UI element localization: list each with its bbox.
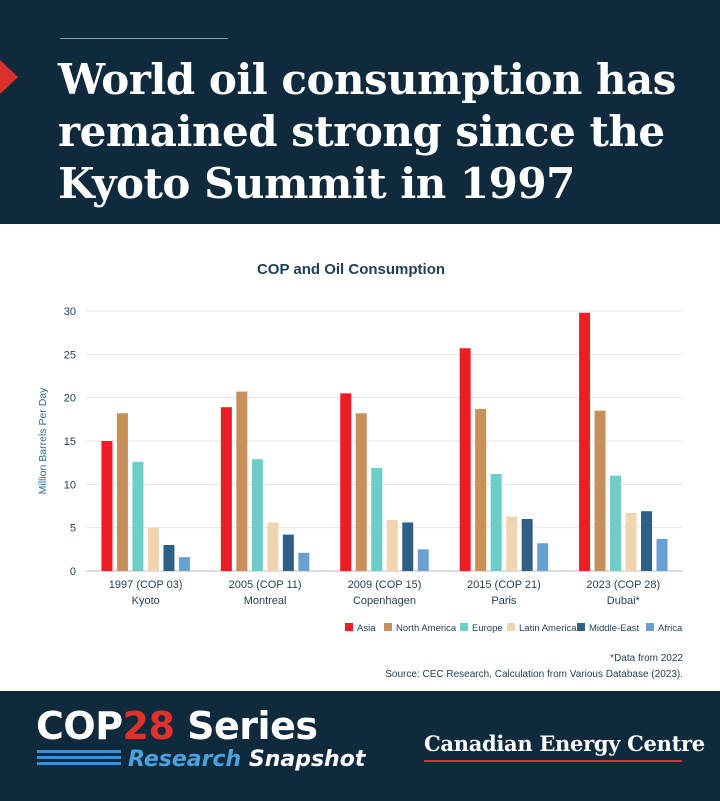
brand-name: Canadian Energy Centre	[424, 731, 705, 756]
footnote: *Data from 2022	[610, 653, 683, 664]
bar	[298, 552, 310, 571]
bar	[236, 391, 248, 571]
bar	[625, 512, 637, 571]
snapshot-text: Snapshot	[241, 747, 366, 772]
bar	[417, 549, 429, 571]
bar	[594, 410, 606, 571]
x-tick-label: 2023 (COP 28)	[586, 579, 660, 591]
legend-swatch	[384, 623, 392, 631]
x-tick-label: 2009 (COP 15)	[348, 579, 422, 591]
bar	[579, 312, 591, 571]
bar	[340, 393, 352, 571]
logo-series-text: Series	[174, 704, 318, 748]
bar	[475, 408, 487, 571]
source-note: Source: CEC Research, Calculation from V…	[385, 669, 683, 680]
bar	[386, 519, 398, 571]
cop28-series-logo: COP28 Series	[36, 704, 318, 748]
x-tick-sublabel: Dubai*	[607, 595, 641, 607]
x-tick-sublabel: Copenhagen	[353, 595, 416, 607]
x-tick-sublabel: Paris	[491, 595, 517, 607]
bar	[656, 538, 668, 571]
bar	[101, 441, 113, 571]
logo-28-text: 28	[122, 704, 175, 748]
chart-title: COP and Oil Consumption	[257, 261, 445, 278]
legend-label: Europe	[472, 623, 503, 634]
bar	[132, 461, 144, 571]
bar	[267, 522, 279, 571]
legend-swatch	[646, 623, 654, 631]
y-tick-label: 5	[70, 523, 76, 535]
header-rule	[60, 38, 228, 39]
bar	[490, 473, 502, 571]
legend-label: Latin America	[519, 623, 577, 634]
y-tick-label: 10	[64, 479, 76, 491]
y-axis-label: Million Barrels Per Day	[37, 387, 49, 495]
bar	[610, 475, 622, 571]
bar	[282, 534, 294, 571]
bar	[506, 516, 518, 571]
bar	[371, 467, 383, 571]
y-tick-label: 30	[64, 306, 76, 318]
bar	[537, 543, 549, 571]
bar	[251, 459, 263, 571]
y-tick-label: 20	[64, 393, 76, 405]
bar-chart: COP and Oil Consumption 0 5 10 15 20 25 30 Milli…	[37, 261, 683, 680]
y-tick-label: 15	[64, 436, 76, 448]
page-title: World oil consumption has remained stron…	[58, 55, 676, 208]
x-tick-sublabel: Kyoto	[132, 595, 160, 607]
legend-label: Africa	[658, 623, 683, 634]
brand-underline	[424, 760, 682, 762]
logo-stripes-icon	[37, 750, 121, 772]
bar	[402, 522, 414, 571]
x-tick-sublabel: Montreal	[244, 595, 287, 607]
legend-swatch	[460, 623, 468, 631]
footer-banner	[0, 691, 720, 801]
research-text: Research	[128, 747, 242, 772]
logo-cop-text: COP	[36, 704, 123, 748]
bar	[521, 519, 533, 571]
bar	[147, 527, 159, 571]
y-tick-label: 0	[70, 566, 76, 578]
x-tick-label: 2015 (COP 21)	[467, 579, 541, 591]
header-banner: World oil consumption has remained stron…	[0, 0, 720, 224]
y-tick-label: 25	[64, 349, 76, 361]
bar	[459, 348, 471, 571]
legend-label: Asia	[357, 623, 376, 634]
legend-swatch	[507, 623, 515, 631]
bar	[116, 413, 128, 571]
x-tick-label: 1997 (COP 03)	[109, 579, 183, 591]
header-arrow-icon	[0, 60, 18, 94]
bar	[163, 545, 175, 571]
bar	[355, 413, 367, 571]
research-snapshot-label: Research Snapshot	[128, 746, 365, 774]
legend-label: North America	[396, 623, 457, 634]
bar	[641, 511, 653, 571]
bar	[178, 557, 190, 571]
legend-label: Middle-East	[589, 623, 640, 634]
legend-swatch	[345, 623, 353, 631]
bar	[220, 407, 232, 571]
x-tick-label: 2005 (COP 11)	[229, 579, 302, 591]
legend-swatch	[577, 623, 585, 631]
